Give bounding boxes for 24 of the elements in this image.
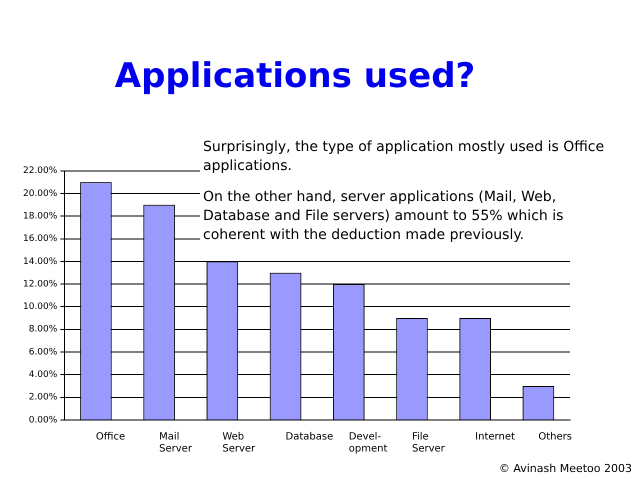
- y-tick-label: 6.00%: [28, 347, 58, 358]
- y-tick-label: 22.00%: [22, 166, 58, 176]
- x-tick-label: Devel- opment: [348, 432, 388, 455]
- y-tick-label: 2.00%: [28, 392, 58, 403]
- y-tick-label: 14.00%: [22, 256, 58, 267]
- x-tick-label: File Server: [412, 432, 446, 455]
- y-tick-label: 12.00%: [22, 279, 58, 290]
- y-tick-label: 16.00%: [22, 234, 58, 244]
- y-tick-label: 8.00%: [28, 324, 58, 335]
- x-tick-label: Database: [286, 432, 334, 443]
- x-tick-label: Others: [538, 432, 572, 443]
- annotation: Surprisingly, the type of application mostly used is Office applications.: [203, 138, 606, 176]
- x-tick-label: Internet: [475, 432, 515, 443]
- y-tick-label: 20.00%: [22, 188, 58, 199]
- x-tick-label: Office: [96, 432, 126, 443]
- chart-title: Applications used?: [114, 56, 476, 96]
- y-tick-label: 10.00%: [22, 302, 58, 312]
- x-tick-label: Mail Server: [159, 432, 193, 455]
- y-tick-label: 0.00%: [28, 415, 58, 426]
- text: © Avinash Meetoo 2003: [498, 462, 632, 475]
- y-tick-label: 4.00%: [28, 370, 58, 380]
- annotation: On the other hand, server applications (Mail, Web, Database and File servers) amount to 55% which is coherent with the deduction made previously.: [203, 188, 564, 245]
- y-tick-label: 18.00%: [22, 211, 58, 222]
- x-tick-label: Web Server: [222, 432, 256, 455]
